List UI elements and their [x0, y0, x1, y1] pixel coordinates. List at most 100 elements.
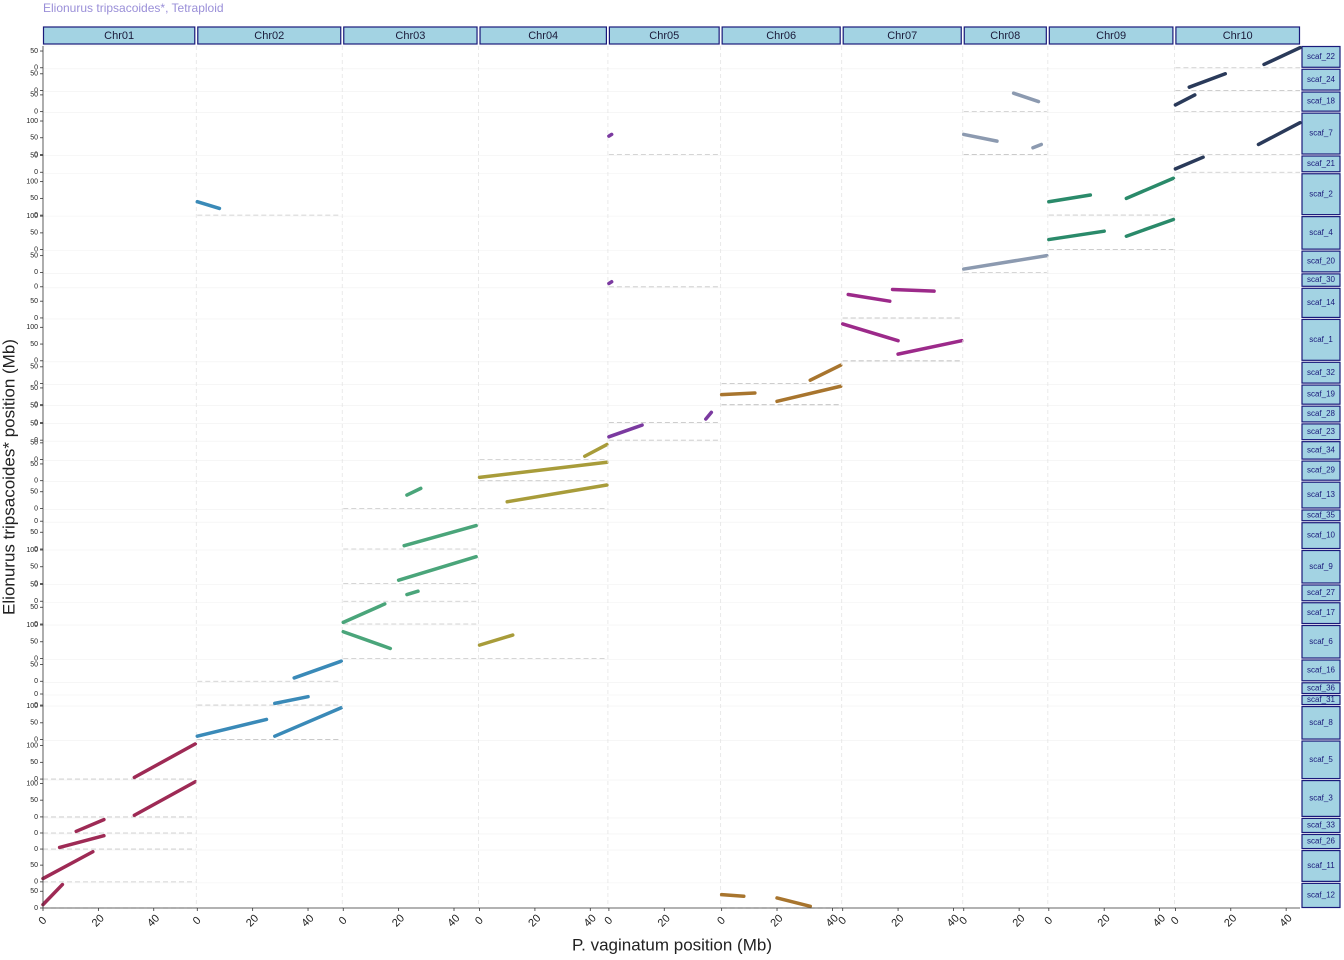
column-strip — [1175, 26, 1301, 45]
column-strip — [842, 26, 962, 45]
synteny-segment — [607, 280, 614, 286]
row-strip — [1301, 287, 1341, 319]
x-tick-label: 0 — [715, 915, 728, 928]
x-tick-label: 0 — [836, 915, 849, 928]
x-tick-label: 20 — [1010, 912, 1027, 929]
y-tick-label: 0 — [34, 621, 38, 628]
row-strip — [1301, 694, 1341, 706]
synteny-segment — [477, 633, 515, 647]
chart-title: Elionurus tripsacoides*, Tetraploid — [43, 1, 224, 15]
row-label: scaf_21 — [1307, 159, 1336, 168]
row-strip — [1301, 155, 1341, 173]
row-label: scaf_2 — [1309, 189, 1333, 198]
y-tick-label: 0 — [34, 212, 38, 219]
y-tick-label: 0 — [34, 437, 38, 444]
y-tick-label: 50 — [30, 48, 38, 55]
y-tick-label: 0 — [34, 419, 38, 426]
y-tick-label: 100 — [26, 780, 38, 787]
x-tick-label: 40 — [582, 912, 599, 929]
column-strip — [343, 26, 478, 45]
column-label: Chr08 — [990, 30, 1020, 42]
x-tick-label: 20 — [244, 912, 261, 929]
row-strip — [1301, 624, 1341, 659]
column-label: Chr05 — [649, 30, 679, 42]
synteny-segment — [962, 132, 999, 143]
row-strip — [1301, 45, 1341, 68]
y-tick-label: 100 — [26, 213, 38, 220]
row-strip — [1301, 522, 1341, 550]
synteny-segment — [775, 896, 812, 909]
y-tick-label: 0 — [34, 478, 38, 485]
y-tick-label: 0 — [34, 151, 38, 158]
y-tick-label: 50 — [30, 403, 38, 410]
y-tick-label: 0 — [34, 65, 38, 72]
synteny-segment — [405, 589, 420, 597]
row-strip — [1301, 112, 1341, 155]
y-tick-label: 50 — [30, 420, 38, 427]
synteny-segment — [195, 199, 222, 211]
y-tick-label: 0 — [34, 655, 38, 662]
row-label: scaf_26 — [1307, 837, 1336, 846]
row-label: scaf_8 — [1309, 718, 1333, 727]
synteny-segment — [477, 460, 609, 480]
y-tick-label: 0 — [34, 879, 38, 886]
y-tick-label: 0 — [34, 546, 38, 553]
synteny-segment — [402, 523, 478, 548]
row-strip — [1301, 549, 1341, 584]
y-tick-label: 100 — [26, 742, 38, 749]
y-tick-label: 100 — [26, 622, 38, 629]
y-tick-label: 50 — [30, 341, 38, 348]
y-tick-label: 50 — [30, 581, 38, 588]
x-tick-label: 40 — [299, 912, 316, 929]
y-tick-label: 50 — [30, 195, 38, 202]
synteny-segment — [704, 410, 714, 421]
row-label: scaf_28 — [1307, 409, 1336, 418]
row-label: scaf_12 — [1307, 891, 1336, 900]
synteny-segment — [57, 833, 106, 850]
y-tick-label: 50 — [30, 92, 38, 99]
row-strip — [1301, 740, 1341, 780]
synteny-segment — [1011, 91, 1041, 104]
y-tick-label: 50 — [30, 461, 38, 468]
y-tick-label: 0 — [34, 736, 38, 743]
row-strip — [1301, 423, 1341, 441]
synteny-segment — [292, 659, 344, 680]
x-tick-label: 20 — [1222, 912, 1239, 929]
row-strip — [1301, 318, 1341, 361]
y-tick-label: 50 — [30, 230, 38, 237]
x-tick-label: 40 — [445, 912, 462, 929]
x-tick-label: 20 — [526, 912, 543, 929]
y-tick-label: 50 — [30, 252, 38, 259]
column-strip — [608, 26, 720, 45]
column-label: Chr09 — [1096, 30, 1126, 42]
row-strip — [1301, 405, 1341, 423]
column-label: Chr04 — [528, 30, 558, 42]
row-label: scaf_31 — [1307, 695, 1336, 704]
row-label: scaf_16 — [1307, 666, 1336, 675]
row-strip — [1301, 481, 1341, 509]
y-tick-label: 50 — [30, 661, 38, 668]
column-strip — [963, 26, 1047, 45]
row-label: scaf_4 — [1309, 228, 1333, 237]
synteny-segment — [1124, 176, 1176, 201]
synteny-segment — [840, 322, 900, 343]
synteny-segment — [341, 602, 387, 625]
synteny-segment — [775, 384, 843, 404]
x-tick-label: 20 — [390, 912, 407, 929]
y-tick-label: 0 — [34, 905, 38, 912]
row-label: scaf_9 — [1309, 562, 1333, 571]
row-label: scaf_6 — [1309, 637, 1333, 646]
y-tick-label: 50 — [30, 888, 38, 895]
row-strip — [1301, 833, 1341, 850]
synteny-segment — [273, 705, 344, 738]
y-tick-label: 0 — [34, 776, 38, 783]
row-strip — [1301, 682, 1341, 695]
x-tick-label: 0 — [1042, 915, 1055, 928]
column-strip — [1048, 26, 1174, 45]
x-tick-label: 0 — [337, 915, 350, 928]
y-tick-label: 50 — [30, 862, 38, 869]
synteny-segment — [1256, 120, 1302, 147]
synteny-segment — [1124, 217, 1176, 238]
y-tick-label: 0 — [34, 830, 38, 837]
synteny-segment — [896, 338, 964, 356]
